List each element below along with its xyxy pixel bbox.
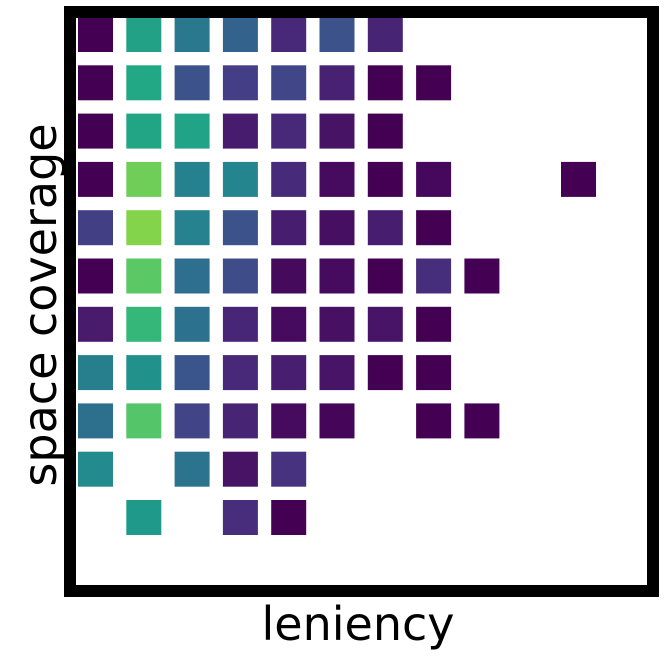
heatmap-cell — [126, 258, 162, 294]
heatmap-cell — [222, 451, 258, 487]
heatmap-cell — [561, 161, 596, 197]
heatmap-cell — [319, 403, 355, 439]
heatmap-cell — [464, 403, 500, 439]
heatmap-cell — [319, 306, 355, 342]
heatmap-cell — [126, 355, 162, 391]
heatmap-cell — [222, 355, 258, 391]
heatmap-cell — [222, 161, 258, 197]
heatmap-cell — [174, 17, 210, 52]
heatmap-cell — [126, 17, 162, 52]
heatmap-cell — [271, 451, 307, 487]
heatmap-cell — [271, 306, 307, 342]
heatmap-cell — [271, 65, 307, 101]
heatmap-cell — [174, 161, 210, 197]
heatmap-cell — [222, 113, 258, 149]
heatmap-cells — [78, 17, 596, 535]
heatmap-cell — [78, 210, 113, 246]
y-axis-label: space coverage — [13, 123, 67, 486]
heatmap-cell — [319, 355, 355, 391]
heatmap-cell — [174, 258, 210, 294]
heatmap-cell — [78, 161, 113, 197]
heatmap-cell — [367, 17, 403, 52]
heatmap-cell — [222, 306, 258, 342]
heatmap-cell — [222, 500, 258, 535]
heatmap-cell — [174, 403, 210, 439]
heatmap-cell — [271, 161, 307, 197]
heatmap-cell — [416, 210, 452, 246]
heatmap-cell — [174, 451, 210, 487]
heatmap-cell — [78, 355, 113, 391]
heatmap-cell — [367, 113, 403, 149]
heatmap-cell — [174, 65, 210, 101]
heatmap-cell — [222, 258, 258, 294]
heatmap-cell — [78, 258, 113, 294]
heatmap-cell — [271, 258, 307, 294]
heatmap-cell — [78, 403, 113, 439]
heatmap-cell — [126, 210, 162, 246]
heatmap-cell — [416, 258, 452, 294]
heatmap-cell — [271, 17, 307, 52]
heatmap-cell — [126, 65, 162, 101]
heatmap-cell — [319, 210, 355, 246]
heatmap-cell — [367, 258, 403, 294]
heatmap-cell — [174, 113, 210, 149]
heatmap-cell — [271, 113, 307, 149]
heatmap-cell — [319, 161, 355, 197]
heatmap-cell — [126, 113, 162, 149]
heatmap-cell — [78, 17, 113, 52]
heatmap-cell — [271, 500, 307, 535]
heatmap-cell — [174, 306, 210, 342]
heatmap-cell — [78, 306, 113, 342]
heatmap-cell — [126, 500, 162, 535]
heatmap-cell — [78, 451, 113, 487]
heatmap-cell — [78, 113, 113, 149]
heatmap-cell — [222, 17, 258, 52]
heatmap-cell — [271, 355, 307, 391]
heatmap-cell — [416, 306, 452, 342]
heatmap-cell — [222, 403, 258, 439]
heatmap-cell — [464, 258, 500, 294]
heatmap-cell — [319, 113, 355, 149]
heatmap-cell — [367, 210, 403, 246]
heatmap-cell — [271, 403, 307, 439]
heatmap-cell — [126, 403, 162, 439]
heatmap-cell — [126, 306, 162, 342]
heatmap-cell — [319, 258, 355, 294]
heatmap-cell — [126, 161, 162, 197]
heatmap-cell — [271, 210, 307, 246]
heatmap-cell — [416, 65, 452, 101]
heatmap-cell — [367, 65, 403, 101]
heatmap-cell — [222, 65, 258, 101]
heatmap-cell — [78, 65, 113, 101]
heatmap-cell — [367, 355, 403, 391]
heatmap-cell — [367, 306, 403, 342]
heatmap-cell — [174, 210, 210, 246]
heatmap-cell — [174, 355, 210, 391]
heatmap-cell — [319, 65, 355, 101]
heatmap-cell — [367, 161, 403, 197]
heatmap-cell — [416, 403, 452, 439]
heatmap-cell — [222, 210, 258, 246]
x-axis-label: leniency — [262, 597, 455, 651]
heatmap-cell — [319, 17, 355, 52]
heatmap-cell — [416, 161, 452, 197]
plot-frame — [64, 6, 659, 597]
heatmap-cell — [416, 355, 452, 391]
